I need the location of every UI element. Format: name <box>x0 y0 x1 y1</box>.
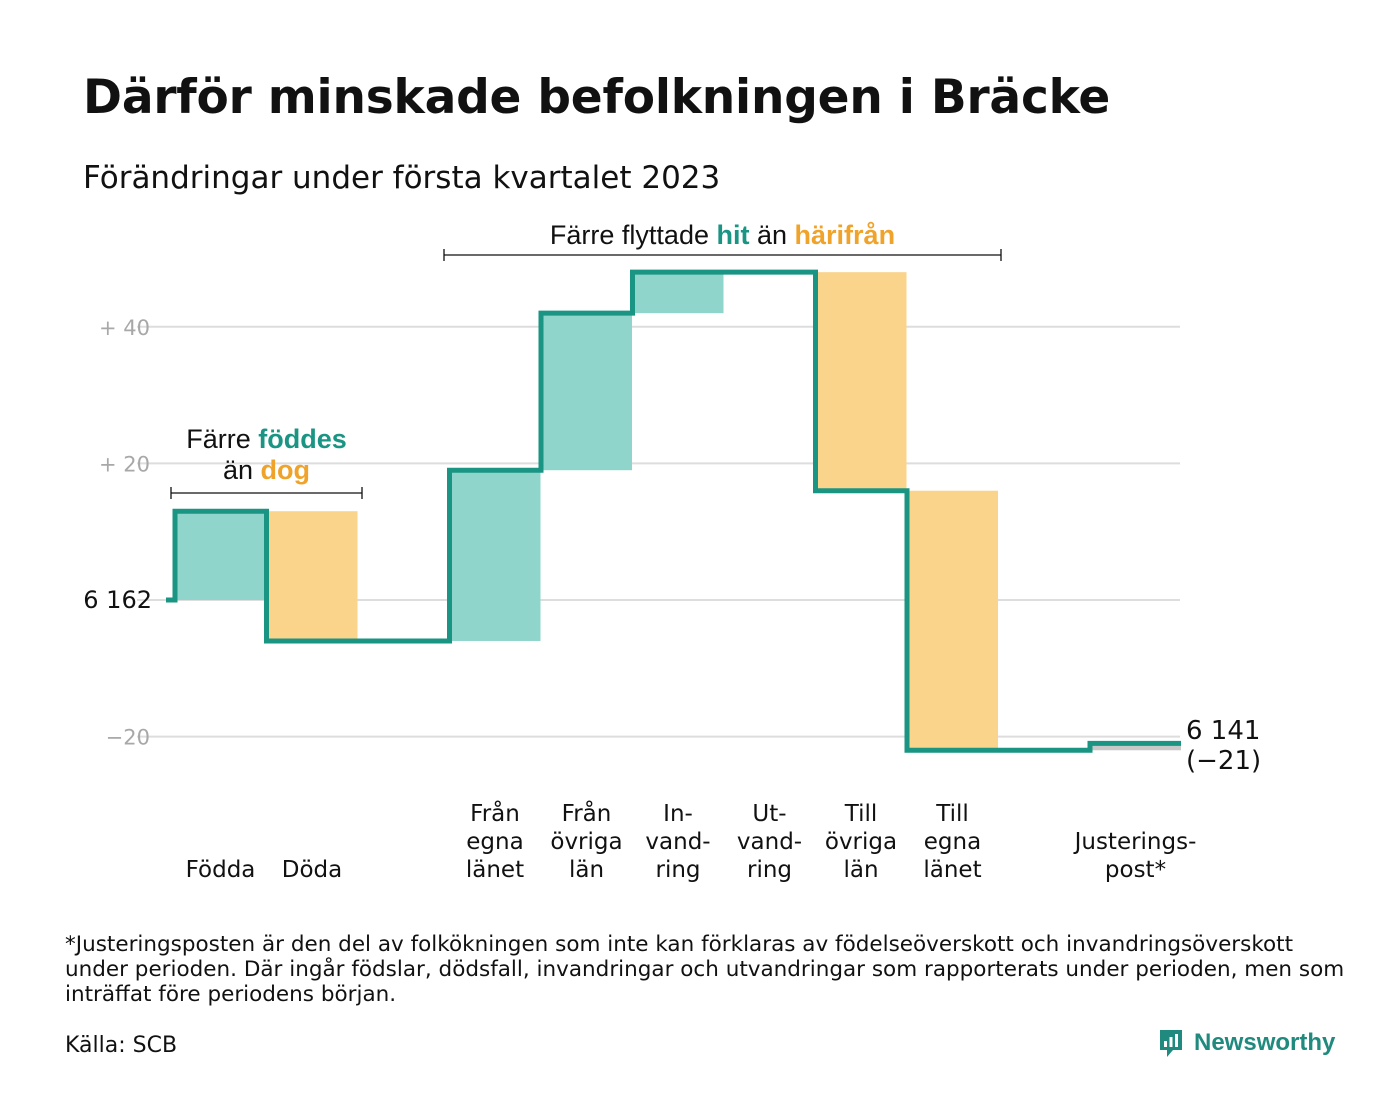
grid-lines <box>137 325 1180 738</box>
bar <box>1090 743 1181 751</box>
annotation-deaths-pre: än <box>222 455 261 485</box>
newsworthy-logo-icon <box>1160 1030 1182 1057</box>
category-label: vand- <box>645 829 710 855</box>
category-label: Till <box>935 801 969 827</box>
annotation-migration-orange: härifrån <box>794 220 896 250</box>
bars <box>175 272 1181 751</box>
category-label: post* <box>1105 857 1166 883</box>
annotation-migration-pre: Färre flyttade <box>549 220 717 250</box>
category-label: ring <box>747 857 792 883</box>
annotation-births-teal: föddes <box>258 424 347 454</box>
annotation-migration: Färre flyttade hit än härifrån <box>444 220 1001 251</box>
level-step-line <box>166 269 1181 753</box>
category-label: egna <box>924 829 981 855</box>
category-label: vand- <box>737 829 802 855</box>
category-label: Döda <box>282 857 342 883</box>
annotation-migration-teal: hit <box>716 220 750 250</box>
bar <box>632 272 724 314</box>
bar <box>175 511 266 600</box>
y-tick-label: + 40 <box>99 316 150 340</box>
start-value-label: 6 162 <box>83 586 152 614</box>
category-label: In- <box>663 801 693 827</box>
category-label: ring <box>655 857 700 883</box>
category-label: Födda <box>186 857 256 883</box>
brand-name: Newsworthy <box>1194 1029 1336 1056</box>
annotation-births-pre: Färre <box>186 424 259 454</box>
annotation-brackets <box>170 249 1002 499</box>
category-label: övriga <box>825 829 897 855</box>
y-tick-label: −20 <box>106 726 150 750</box>
category-label: län <box>569 857 604 883</box>
category-label: Ut- <box>752 801 786 827</box>
category-label: Från <box>562 799 612 827</box>
annotation-births-deaths: Färre föddes än dog <box>171 424 362 486</box>
category-label: län <box>843 857 878 883</box>
bar <box>815 272 907 491</box>
bar <box>541 313 632 471</box>
brand-logo: Newsworthy <box>1158 1028 1335 1058</box>
footnote: *Justeringsposten är den del av folkökni… <box>65 932 1345 1007</box>
chart-title: Därför minskade befolkningen i Bräcke <box>83 70 1111 125</box>
annotation-deaths-orange: dog <box>260 455 311 485</box>
end-value-label: 6 141 <box>1186 716 1260 746</box>
annotation-migration-mid: än <box>749 220 795 250</box>
y-tick-labels: + 40 + 20 −20 <box>99 316 150 750</box>
end-change-label: (−21) <box>1186 746 1261 776</box>
y-tick-label: + 20 <box>99 452 150 476</box>
level-line <box>166 269 1181 753</box>
category-labels: Födda DödaFrånegnalänetFrånövrigalänIn-va… <box>186 799 1197 883</box>
category-label: egna <box>466 829 523 855</box>
category-label: Justerings- <box>1073 829 1197 855</box>
category-label: länet <box>923 857 981 883</box>
waterfall-chart: + 40+ 20−20 Födda DödaFrånegnalänetFrånöv… <box>83 249 1261 883</box>
category-label: Från <box>470 799 520 827</box>
category-label: Till <box>844 801 878 827</box>
category-label: länet <box>466 857 524 883</box>
value-labels: 6 162 6 141(−21) <box>83 586 1261 776</box>
bar <box>449 470 541 641</box>
category-label: övriga <box>550 829 622 855</box>
bar <box>907 490 998 751</box>
bar <box>266 511 358 641</box>
source: Källa: SCB <box>65 1033 178 1058</box>
chart-subtitle: Förändringar under första kvartalet 2023 <box>83 160 721 196</box>
